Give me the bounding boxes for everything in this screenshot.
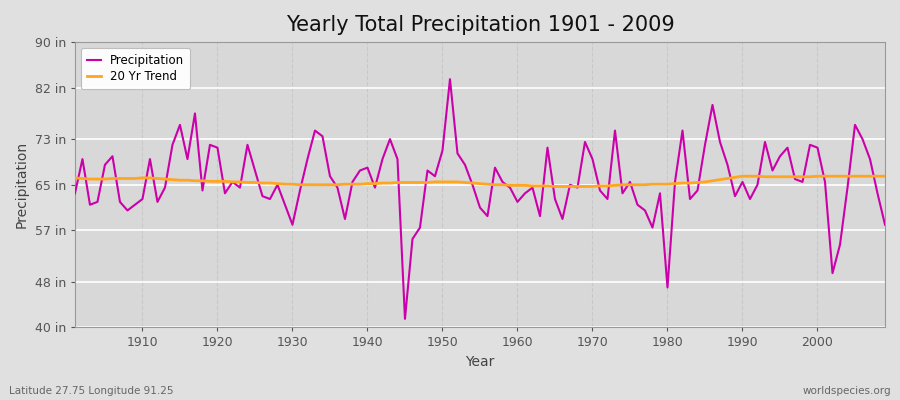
20 Yr Trend xyxy=(130,176,140,181)
20 Yr Trend xyxy=(339,182,350,186)
20 Yr Trend xyxy=(737,174,748,179)
Line: Precipitation: Precipitation xyxy=(75,79,885,319)
20 Yr Trend xyxy=(879,174,890,179)
Precipitation xyxy=(617,191,628,196)
Precipitation xyxy=(294,188,305,193)
Precipitation xyxy=(445,77,455,82)
Precipitation xyxy=(130,202,140,207)
20 Yr Trend xyxy=(294,182,305,187)
X-axis label: Year: Year xyxy=(465,355,495,369)
20 Yr Trend xyxy=(505,183,516,188)
Text: worldspecies.org: worldspecies.org xyxy=(803,386,891,396)
20 Yr Trend xyxy=(550,184,561,189)
Title: Yearly Total Precipitation 1901 - 2009: Yearly Total Precipitation 1901 - 2009 xyxy=(285,15,674,35)
Precipitation xyxy=(400,316,410,321)
Precipitation xyxy=(519,191,530,196)
20 Yr Trend xyxy=(69,176,80,180)
Line: 20 Yr Trend: 20 Yr Trend xyxy=(75,176,885,186)
Text: Latitude 27.75 Longitude 91.25: Latitude 27.75 Longitude 91.25 xyxy=(9,386,174,396)
Precipitation xyxy=(339,217,350,222)
Precipitation xyxy=(879,222,890,227)
Y-axis label: Precipitation: Precipitation xyxy=(15,141,29,228)
Precipitation xyxy=(527,185,538,190)
20 Yr Trend xyxy=(609,183,620,188)
Legend: Precipitation, 20 Yr Trend: Precipitation, 20 Yr Trend xyxy=(81,48,191,89)
Precipitation xyxy=(69,191,80,196)
20 Yr Trend xyxy=(512,183,523,188)
